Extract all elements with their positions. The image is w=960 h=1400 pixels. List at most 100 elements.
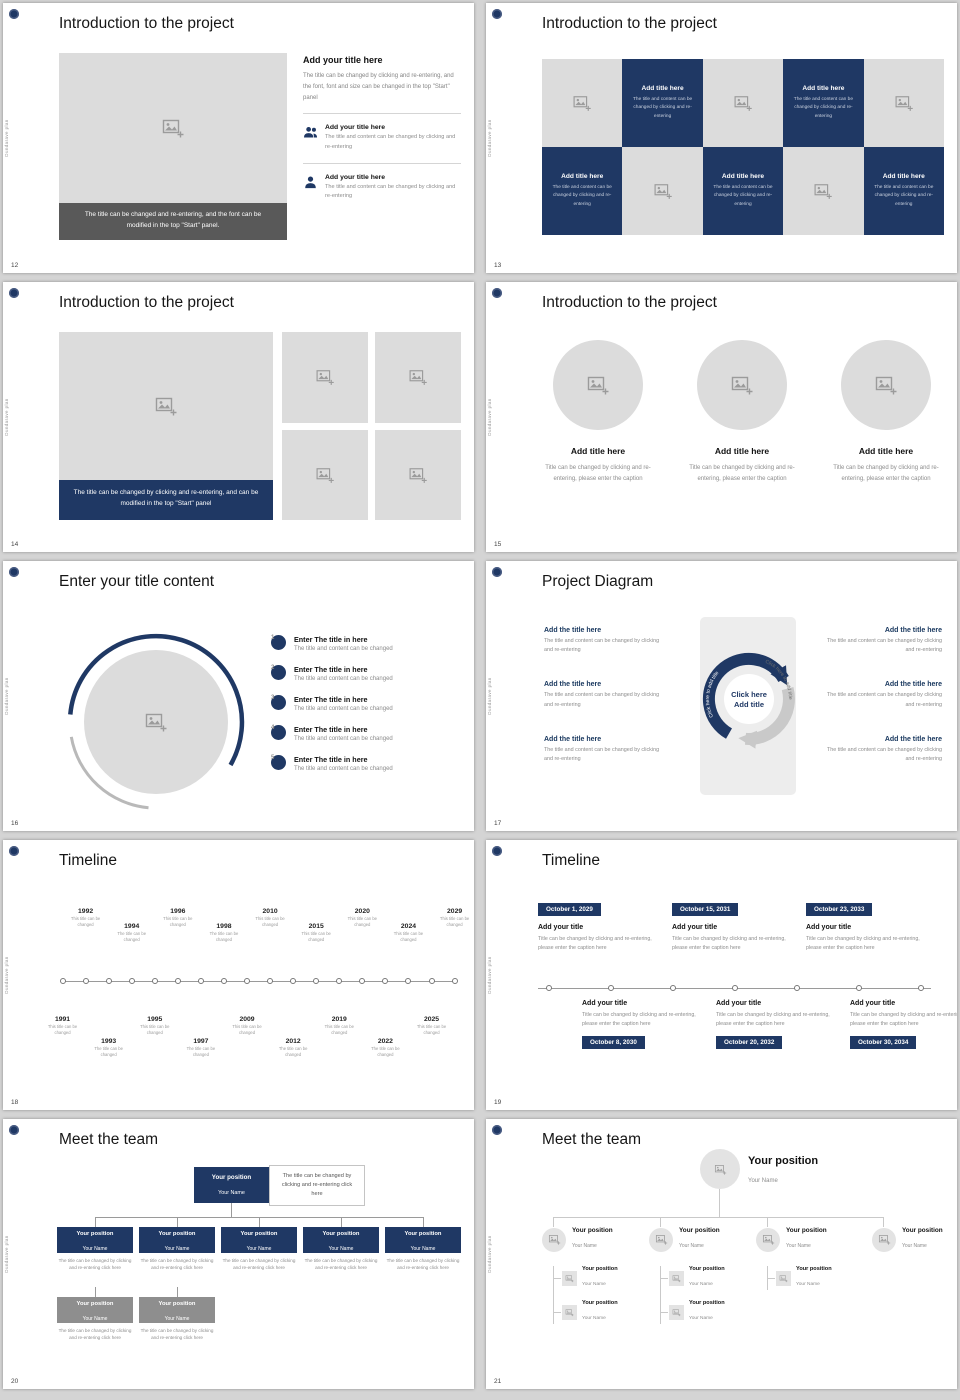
grid-cell[interactable] xyxy=(702,59,784,147)
grid-cell[interactable] xyxy=(542,59,623,147)
note-box[interactable]: The title can be changed by clicking and… xyxy=(269,1165,365,1206)
image-placeholder[interactable] xyxy=(553,340,643,430)
image-placeholder[interactable] xyxy=(59,53,287,203)
grid-cell[interactable]: Add title here The title and content can… xyxy=(702,147,784,235)
position-box[interactable]: Your position Your Name xyxy=(139,1297,215,1323)
grid-cell[interactable]: Add title here The title and content can… xyxy=(863,147,944,235)
org-child-header: Your position Your Name xyxy=(872,1227,957,1252)
image-placeholder[interactable] xyxy=(282,429,368,520)
item-text: The title and content can be changed xyxy=(294,676,393,682)
timeline-year: 1996 xyxy=(170,908,186,915)
grid-cell[interactable]: Add title here The title and content can… xyxy=(542,147,623,235)
item-title: Add title here xyxy=(858,446,914,456)
date-badge: October 1, 2029 xyxy=(538,903,601,916)
image-placeholder[interactable] xyxy=(697,340,787,430)
side-label: Dundarave plan xyxy=(487,677,492,715)
avatar-placeholder[interactable] xyxy=(776,1270,791,1286)
cycle-center-circle[interactable] xyxy=(724,674,774,724)
image-caption: The title can be changed and re-entering… xyxy=(59,203,287,240)
avatar-placeholder[interactable] xyxy=(756,1227,780,1252)
column-body: The title can be changed by clicking and… xyxy=(303,73,454,101)
timeline-dot xyxy=(220,978,227,984)
timeline-year: 2015 xyxy=(308,923,324,930)
timeline-entry: Add your title Title can be changed by c… xyxy=(850,1000,957,1049)
numbered-item: 5 Enter The title in here The title and … xyxy=(271,755,467,772)
timeline-year: 2012 xyxy=(285,1038,301,1045)
timeline-label: 1994 The title can be changed xyxy=(116,923,148,944)
sub-name: Your Name xyxy=(796,1282,820,1287)
avatar-placeholder[interactable] xyxy=(700,1149,740,1189)
grid-cell[interactable] xyxy=(783,147,864,235)
node-caption: The title can be changed by clicking and… xyxy=(222,1258,296,1271)
timeline-caption: The title can be changed xyxy=(94,1046,123,1058)
side-label: Dundarave plan xyxy=(4,956,9,994)
timeline-year: 1994 xyxy=(124,923,140,930)
timeline-node: 1995 This title can be changed xyxy=(140,908,169,1063)
position-box[interactable]: Your position Your Name xyxy=(139,1227,215,1253)
timeline-dot xyxy=(732,985,738,991)
item-number-badge: 3 xyxy=(271,695,286,710)
image-placeholder-icon xyxy=(672,1274,681,1283)
timeline-node: 1996 This title can be changed xyxy=(163,908,193,1063)
item-title: Add the title here xyxy=(544,735,602,743)
image-placeholder-icon xyxy=(894,93,914,113)
grid-cell[interactable]: Add title here The title and content can… xyxy=(783,59,864,147)
avatar-placeholder[interactable] xyxy=(669,1270,684,1286)
position-box[interactable]: Your position Your Name xyxy=(303,1227,379,1253)
item-text: The title and content can be changed by … xyxy=(544,638,660,654)
item-title: Enter The title in here xyxy=(294,725,368,734)
timeline-year: 1995 xyxy=(147,1016,163,1023)
timeline-caption: This title can be changed xyxy=(47,1024,78,1036)
numbered-item: 3 Enter The title in here The title and … xyxy=(271,695,467,712)
logo-icon xyxy=(9,846,19,856)
position-box[interactable]: Your position Your Name xyxy=(385,1227,461,1253)
image-placeholder[interactable] xyxy=(282,332,368,423)
entry-title: Add your title xyxy=(538,924,584,931)
circle-item: Add title here Title can be changed by c… xyxy=(824,340,948,485)
org-root-box[interactable]: Your position Your Name xyxy=(194,1167,269,1203)
position-box[interactable]: Your position Your Name xyxy=(57,1297,133,1323)
numbered-item: 1 Enter The title in here The title and … xyxy=(271,635,467,652)
cycle-center-title: Click here xyxy=(731,690,767,699)
timeline-dot xyxy=(546,985,552,991)
avatar-placeholder[interactable] xyxy=(562,1270,577,1286)
position-box[interactable]: Your position Your Name xyxy=(221,1227,297,1253)
avatar-placeholder[interactable] xyxy=(649,1227,673,1252)
image-placeholder[interactable] xyxy=(59,332,273,480)
item-title: Add the title here xyxy=(544,627,602,634)
avatar-placeholder[interactable] xyxy=(542,1227,566,1252)
image-caption: The title can be changed by clicking and… xyxy=(59,480,273,520)
feature-list: Add your title here The title and conten… xyxy=(303,124,461,201)
side-label: Dundarave plan xyxy=(4,677,9,715)
timeline-nodes: 1991 This title can be changed 1992 This… xyxy=(48,908,469,1063)
node-name: Your Name xyxy=(246,1246,272,1252)
timeline-label: 1995 This title can be changed xyxy=(139,1016,171,1037)
image-placeholder[interactable] xyxy=(841,340,931,430)
grid-cell[interactable] xyxy=(863,59,944,147)
image-placeholder[interactable] xyxy=(375,332,461,423)
avatar-placeholder[interactable] xyxy=(872,1227,896,1252)
node-position: Your position xyxy=(404,1231,442,1237)
slide-19: Dundarave plan Timeline October 1, 2029 … xyxy=(486,840,957,1110)
cell-body: The title and content can be changed by … xyxy=(552,184,612,207)
image-placeholder[interactable] xyxy=(84,650,228,794)
slide-number: 19 xyxy=(494,1099,502,1106)
grid-cell[interactable] xyxy=(622,147,703,235)
org-child: Your position Your Name xyxy=(872,1217,957,1266)
side-label: Dundarave plan xyxy=(487,398,492,436)
grid-cell[interactable]: Add title here The title and content can… xyxy=(622,59,703,147)
image-placeholder-icon xyxy=(154,394,178,418)
diagram-item: Add the title here The title and content… xyxy=(544,627,662,655)
image-placeholder[interactable] xyxy=(375,429,461,520)
timeline-dot xyxy=(82,978,89,984)
avatar-placeholder[interactable] xyxy=(669,1304,684,1320)
org-node: Your position Your Name The title can be… xyxy=(57,1297,133,1342)
item-text: The title and content can be changed by … xyxy=(544,746,660,762)
timeline-caption: This title can be changed xyxy=(301,931,331,943)
timeline-caption: This title can be changed xyxy=(416,1024,447,1036)
cell-title: Add title here xyxy=(641,84,684,92)
timeline-year: 1997 xyxy=(193,1038,209,1045)
timeline-dot xyxy=(174,978,181,984)
position-box[interactable]: Your position Your Name xyxy=(57,1227,133,1253)
avatar-placeholder[interactable] xyxy=(562,1304,577,1320)
